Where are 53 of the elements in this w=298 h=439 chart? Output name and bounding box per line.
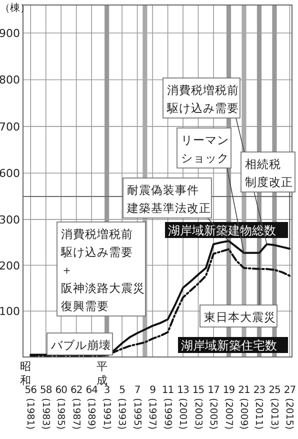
series-label: 湖岸域新築建物総数 (168, 224, 276, 238)
x-tick-label: (1993) (116, 398, 128, 430)
y-tick-label: 800 (0, 74, 20, 87)
x-tick-label: (2009) (238, 398, 249, 430)
x-tick-label: (2013) (268, 398, 280, 430)
y-axis-title: （棟） (0, 2, 30, 14)
x-tick-label: (2015) (284, 398, 295, 430)
series-label: 湖岸域新築住宅数 (181, 338, 277, 352)
x-tick-label: (2011) (253, 398, 264, 430)
y-tick-label: 100 (0, 305, 20, 318)
text: 17 (208, 385, 220, 396)
annotation: 耐震偽装事件建築基準法改正 (126, 183, 211, 215)
y-tick-label: 700 (0, 120, 20, 134)
text: 15 (192, 385, 204, 396)
text: 9 (150, 385, 156, 396)
y-tick-label: 200 (0, 259, 20, 272)
x-tick-label: (1999) (162, 398, 173, 430)
annotation: バブル崩壊 (50, 338, 111, 352)
text: 21 (238, 385, 250, 396)
x-tick-label: (2001) (177, 398, 188, 430)
text: 5 (119, 385, 126, 396)
text: 27 (284, 385, 296, 396)
text: 23 (253, 385, 266, 396)
text: 58 (40, 385, 52, 396)
x-tick-label: (1985) (55, 398, 66, 430)
text: 昭和56 (20, 360, 37, 396)
annotation: 相続税制度改正 (245, 157, 293, 189)
annotation: 東日本大震災 (204, 310, 276, 324)
annotation: 消費税増税前駆け込み需要 (166, 83, 239, 115)
text: 64 (86, 385, 98, 396)
text: 7 (134, 385, 140, 396)
x-tick-label: (2003) (192, 398, 204, 430)
text: 11 (162, 385, 174, 396)
x-tick-label: (1981) (24, 398, 36, 430)
x-tick-label: (1995) (131, 398, 142, 430)
y-tick-label: 600 (0, 167, 20, 180)
x-tick-label: (2007) (222, 398, 234, 430)
x-tick-label: (1991) (100, 398, 112, 430)
y-tick-label: 300 (0, 213, 20, 226)
annotation: リーマンショック (181, 133, 229, 165)
text: 平成3 (96, 360, 110, 396)
x-tick-label: (1987) (70, 398, 82, 430)
annotation: 消費税増税前駆け込み需要＋阪神淡路大震災復興需要 (60, 227, 145, 313)
x-tick-label: (1983) (40, 398, 51, 430)
x-tick-label: (2005) (208, 398, 219, 430)
x-tick-label: (1997) (146, 398, 158, 430)
text: 62 (70, 385, 82, 396)
text: 25 (268, 385, 280, 396)
text: 19 (222, 385, 235, 396)
text: 13 (177, 385, 190, 396)
y-tick-label: 900 (0, 27, 20, 40)
text: 60 (55, 385, 68, 396)
x-tick-label: (1989) (86, 398, 97, 430)
